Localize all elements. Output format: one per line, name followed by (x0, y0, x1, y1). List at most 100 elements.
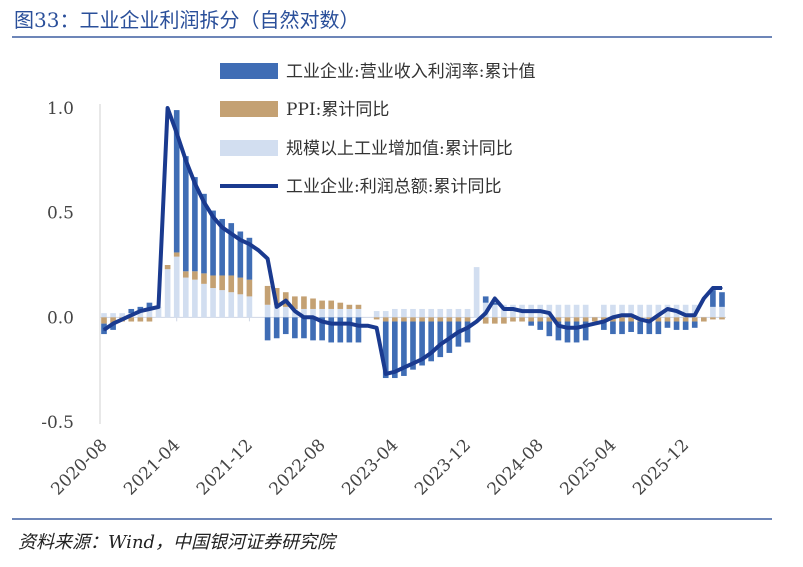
line-point (703, 297, 705, 300)
x-tick-label: 2021-04 (120, 435, 184, 499)
line-point (521, 310, 523, 312)
bar-ip (282, 306, 289, 318)
line-point (130, 314, 133, 317)
bar-ip (182, 277, 189, 318)
line-point (257, 249, 260, 252)
line-point (512, 308, 514, 310)
bar-ppi (673, 317, 680, 322)
bar-ip (319, 308, 325, 318)
bar-ip (564, 304, 571, 318)
bar-ip (264, 304, 271, 318)
line-point (448, 337, 451, 340)
line-point (166, 107, 169, 109)
bar-margin (401, 321, 407, 376)
bar-ip (710, 306, 716, 318)
bar-ppi (355, 304, 362, 309)
line-point (621, 314, 623, 317)
bar-ip (464, 308, 471, 318)
legend-swatch-ip (220, 140, 278, 156)
bar-margin (346, 317, 353, 343)
bar-ppi (164, 265, 171, 270)
line-point (484, 312, 487, 314)
bar-margin (201, 193, 207, 274)
line-point (666, 308, 669, 310)
bar-margin (673, 321, 680, 330)
line-point (539, 310, 542, 312)
bar-ip (355, 308, 362, 318)
bar-margin (237, 231, 244, 278)
line-point (221, 226, 223, 229)
bar-ip (273, 304, 280, 318)
line-point (439, 343, 442, 346)
line-point (721, 287, 723, 289)
bar-margin (564, 321, 571, 343)
bar-margin (273, 317, 280, 339)
bar-ppi (301, 296, 307, 309)
line-point (194, 182, 196, 185)
bar-ppi (464, 317, 471, 322)
bar-ip (382, 311, 389, 318)
bar-ip (310, 308, 316, 318)
bar-margin (537, 321, 544, 330)
bar-margin (355, 317, 362, 343)
bar-ppi (510, 317, 516, 322)
bar-margin (128, 308, 135, 314)
bar-ppi (628, 317, 634, 322)
line-point (112, 322, 114, 325)
line-point (548, 312, 551, 314)
line-point (303, 316, 305, 319)
bar-ip (346, 308, 353, 318)
bar-ppi (710, 317, 716, 320)
bar-margin (582, 321, 589, 341)
bar-margin (710, 290, 716, 307)
bar-ip (201, 283, 207, 318)
bar-margin (546, 321, 553, 337)
bar-ppi (319, 300, 325, 309)
bar-ip (682, 304, 689, 318)
bar-ppi (537, 317, 544, 322)
bar-ppi (437, 317, 444, 322)
bar-margin (555, 321, 562, 341)
bar-ppi (346, 304, 353, 309)
bar-margin (682, 321, 689, 330)
bar-margin (491, 302, 498, 305)
bar-ppi (701, 317, 707, 322)
line-point (294, 310, 296, 312)
bar-ip (573, 304, 580, 318)
x-tick-label: 2025-12 (629, 435, 693, 499)
legend-label-profit: 工业企业:利润总额:累计同比 (286, 177, 501, 197)
line-point (203, 201, 205, 203)
bar-margin (437, 321, 444, 358)
line-point (312, 316, 314, 319)
x-tick-label: 2024-08 (484, 435, 548, 499)
line-point (175, 132, 178, 134)
bar-ip (210, 288, 216, 318)
bar-ip (228, 292, 235, 318)
line-point (639, 318, 642, 321)
line-point (575, 327, 578, 329)
bar-ppi (219, 275, 225, 291)
line-point (139, 310, 142, 312)
bar-margin (573, 321, 580, 343)
bar-margin (482, 296, 489, 303)
line-point (557, 324, 560, 327)
bar-ip (555, 304, 562, 318)
line-point (275, 306, 278, 308)
legend-swatch-margin (220, 63, 278, 79)
bar-ppi (410, 317, 416, 322)
bar-ppi (110, 317, 116, 324)
bar-ppi (619, 317, 625, 322)
source-note: 资料来源：Wind，中国银河证券研究院 (18, 532, 336, 553)
bar-ip (173, 256, 180, 318)
x-tick-label: 2025-04 (556, 435, 620, 499)
bar-ppi (655, 317, 662, 322)
bar-ip (328, 308, 335, 318)
bar-ppi (210, 275, 216, 289)
bar-margin (310, 317, 316, 341)
line-point (603, 320, 605, 323)
line-point (593, 322, 596, 325)
bar-margin (328, 317, 335, 343)
line-point (712, 287, 714, 289)
line-point (657, 314, 660, 317)
